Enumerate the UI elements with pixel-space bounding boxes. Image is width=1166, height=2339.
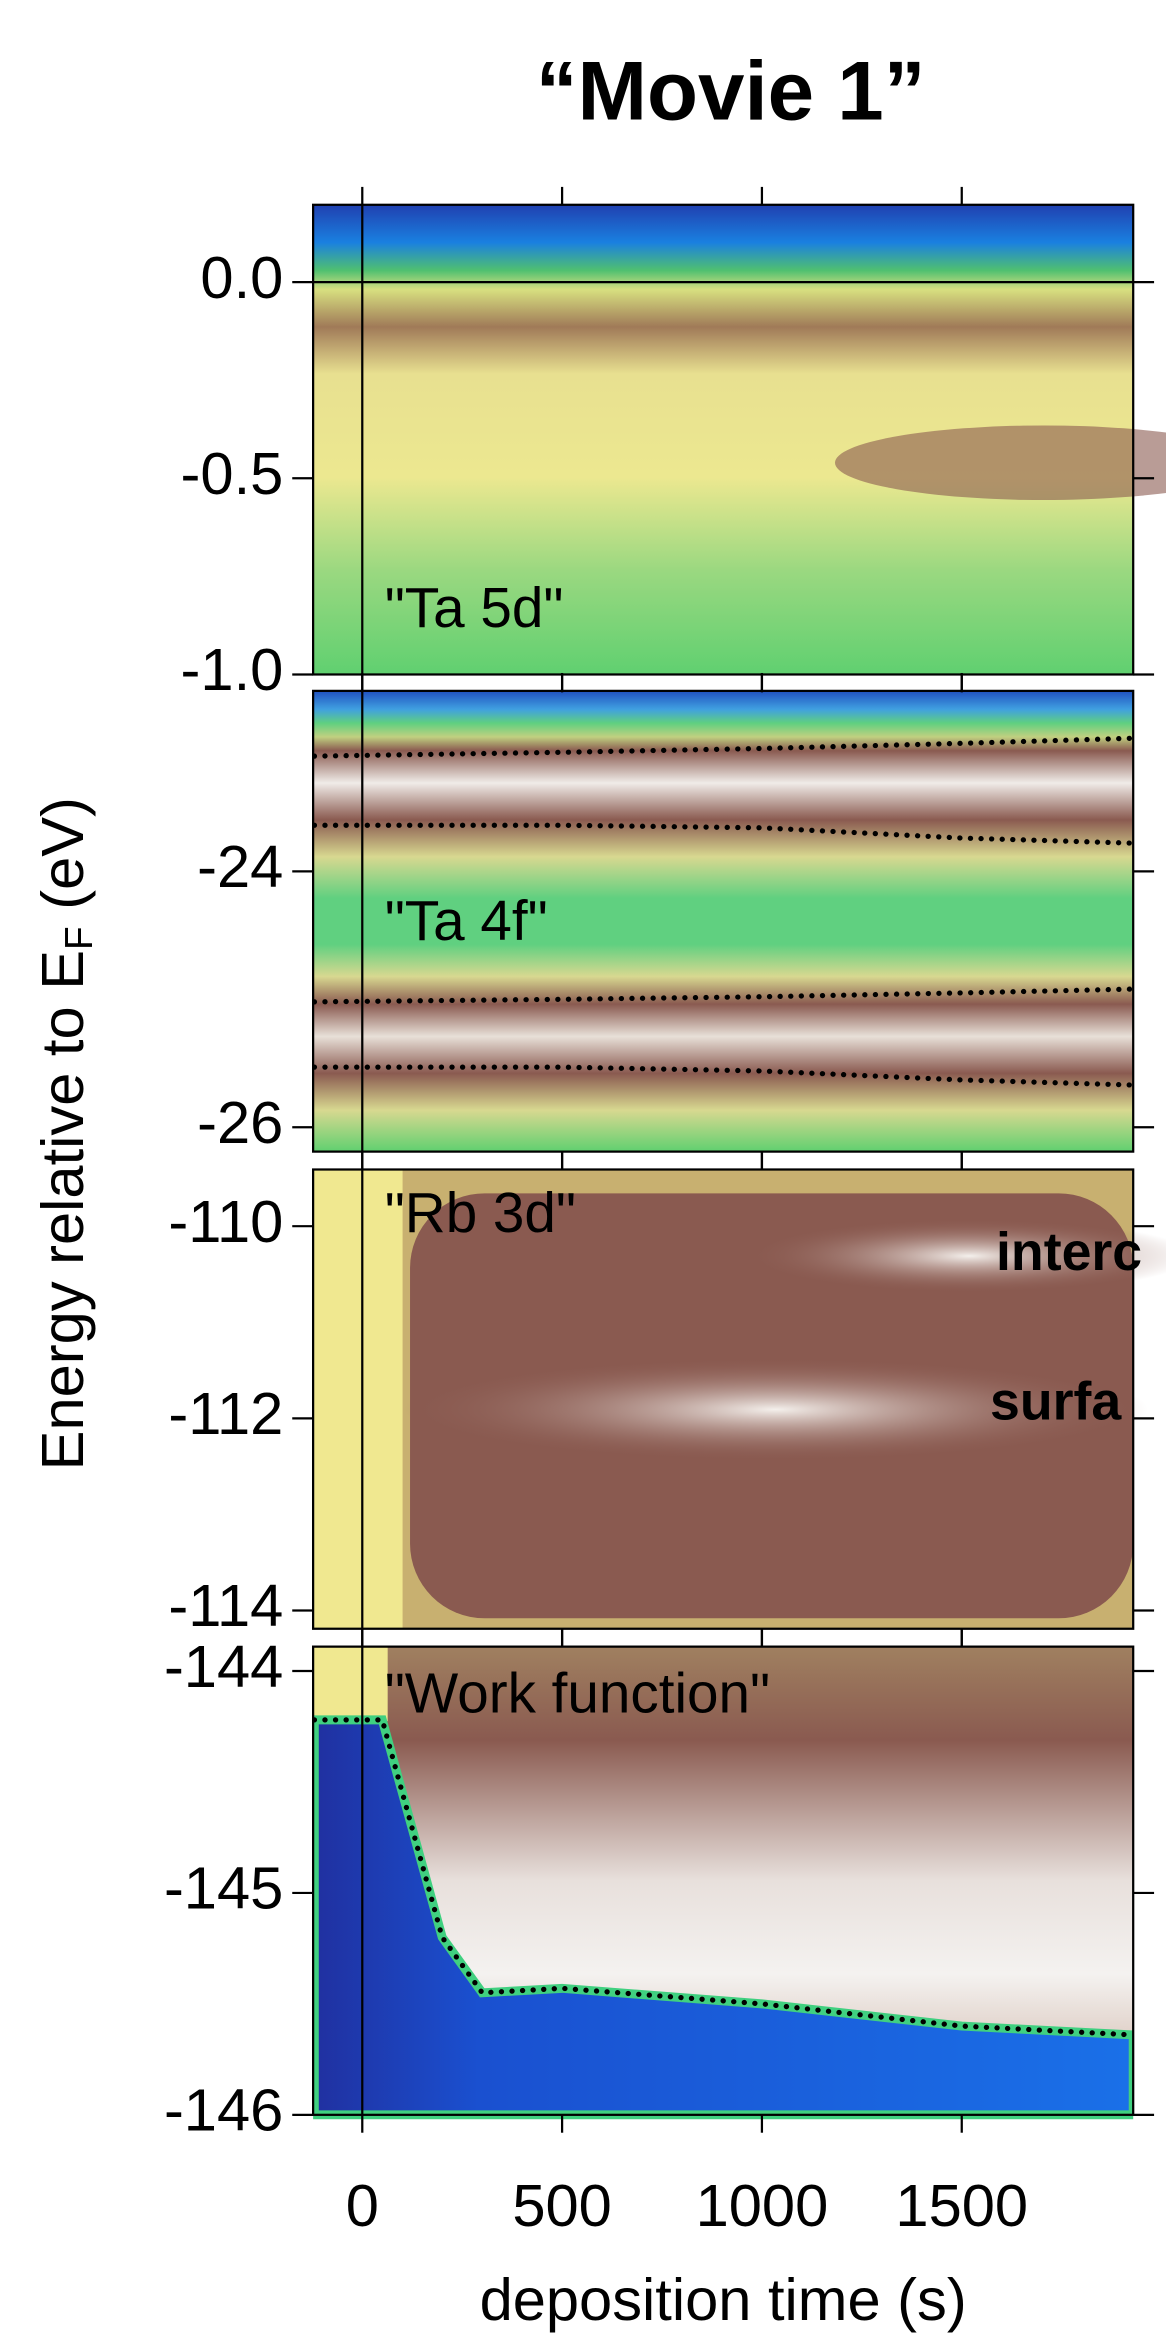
heatmaps [313, 205, 1166, 2115]
y-tick-label: -146 [164, 2077, 283, 2144]
chart-title: “Movie 1” [536, 43, 926, 137]
y-tick-label: -145 [164, 1855, 283, 1922]
y-tick-label: -24 [197, 833, 283, 900]
page: {"title": "“Movie 1”", "y_label": ["Ener… [0, 0, 1166, 2339]
y-axis-label: Energy relative to EF (eV) [29, 797, 101, 1470]
annotation: interc [996, 1222, 1142, 1282]
x-tick-label: 1000 [696, 2172, 829, 2239]
heatmap-feature [313, 1647, 388, 1722]
y-tick-label: -114 [168, 1572, 283, 1639]
annotation: surfa [990, 1371, 1122, 1431]
panel-label: "Rb 3d" [385, 1182, 576, 1245]
y-label-part: (eV) [29, 797, 96, 926]
chart: “Movie 1” deposition time (s) Energy rel… [0, 0, 1166, 2339]
y-tick-label: -26 [197, 1089, 283, 1156]
y-label-subscript: F [58, 926, 101, 950]
y-tick-label: -112 [168, 1380, 283, 1447]
y-tick-label: -110 [168, 1188, 283, 1255]
panel-label: "Work function" [385, 1662, 770, 1725]
y-tick-label: -1.0 [181, 636, 284, 703]
y-tick-label: 0.0 [200, 244, 283, 311]
y-tick-label: -144 [164, 1633, 283, 1700]
x-axis-label: deposition time (s) [480, 2266, 967, 2333]
x-tick-label: 500 [512, 2172, 611, 2239]
panel-label: "Ta 5d" [385, 577, 564, 640]
x-tick-label: 1500 [895, 2172, 1028, 2239]
y-tick-label: -0.5 [181, 440, 284, 507]
x-tick-label: 0 [346, 2172, 379, 2239]
panel-label: "Ta 4f" [385, 890, 548, 953]
y-label-part: Energy relative to E [29, 950, 96, 1470]
